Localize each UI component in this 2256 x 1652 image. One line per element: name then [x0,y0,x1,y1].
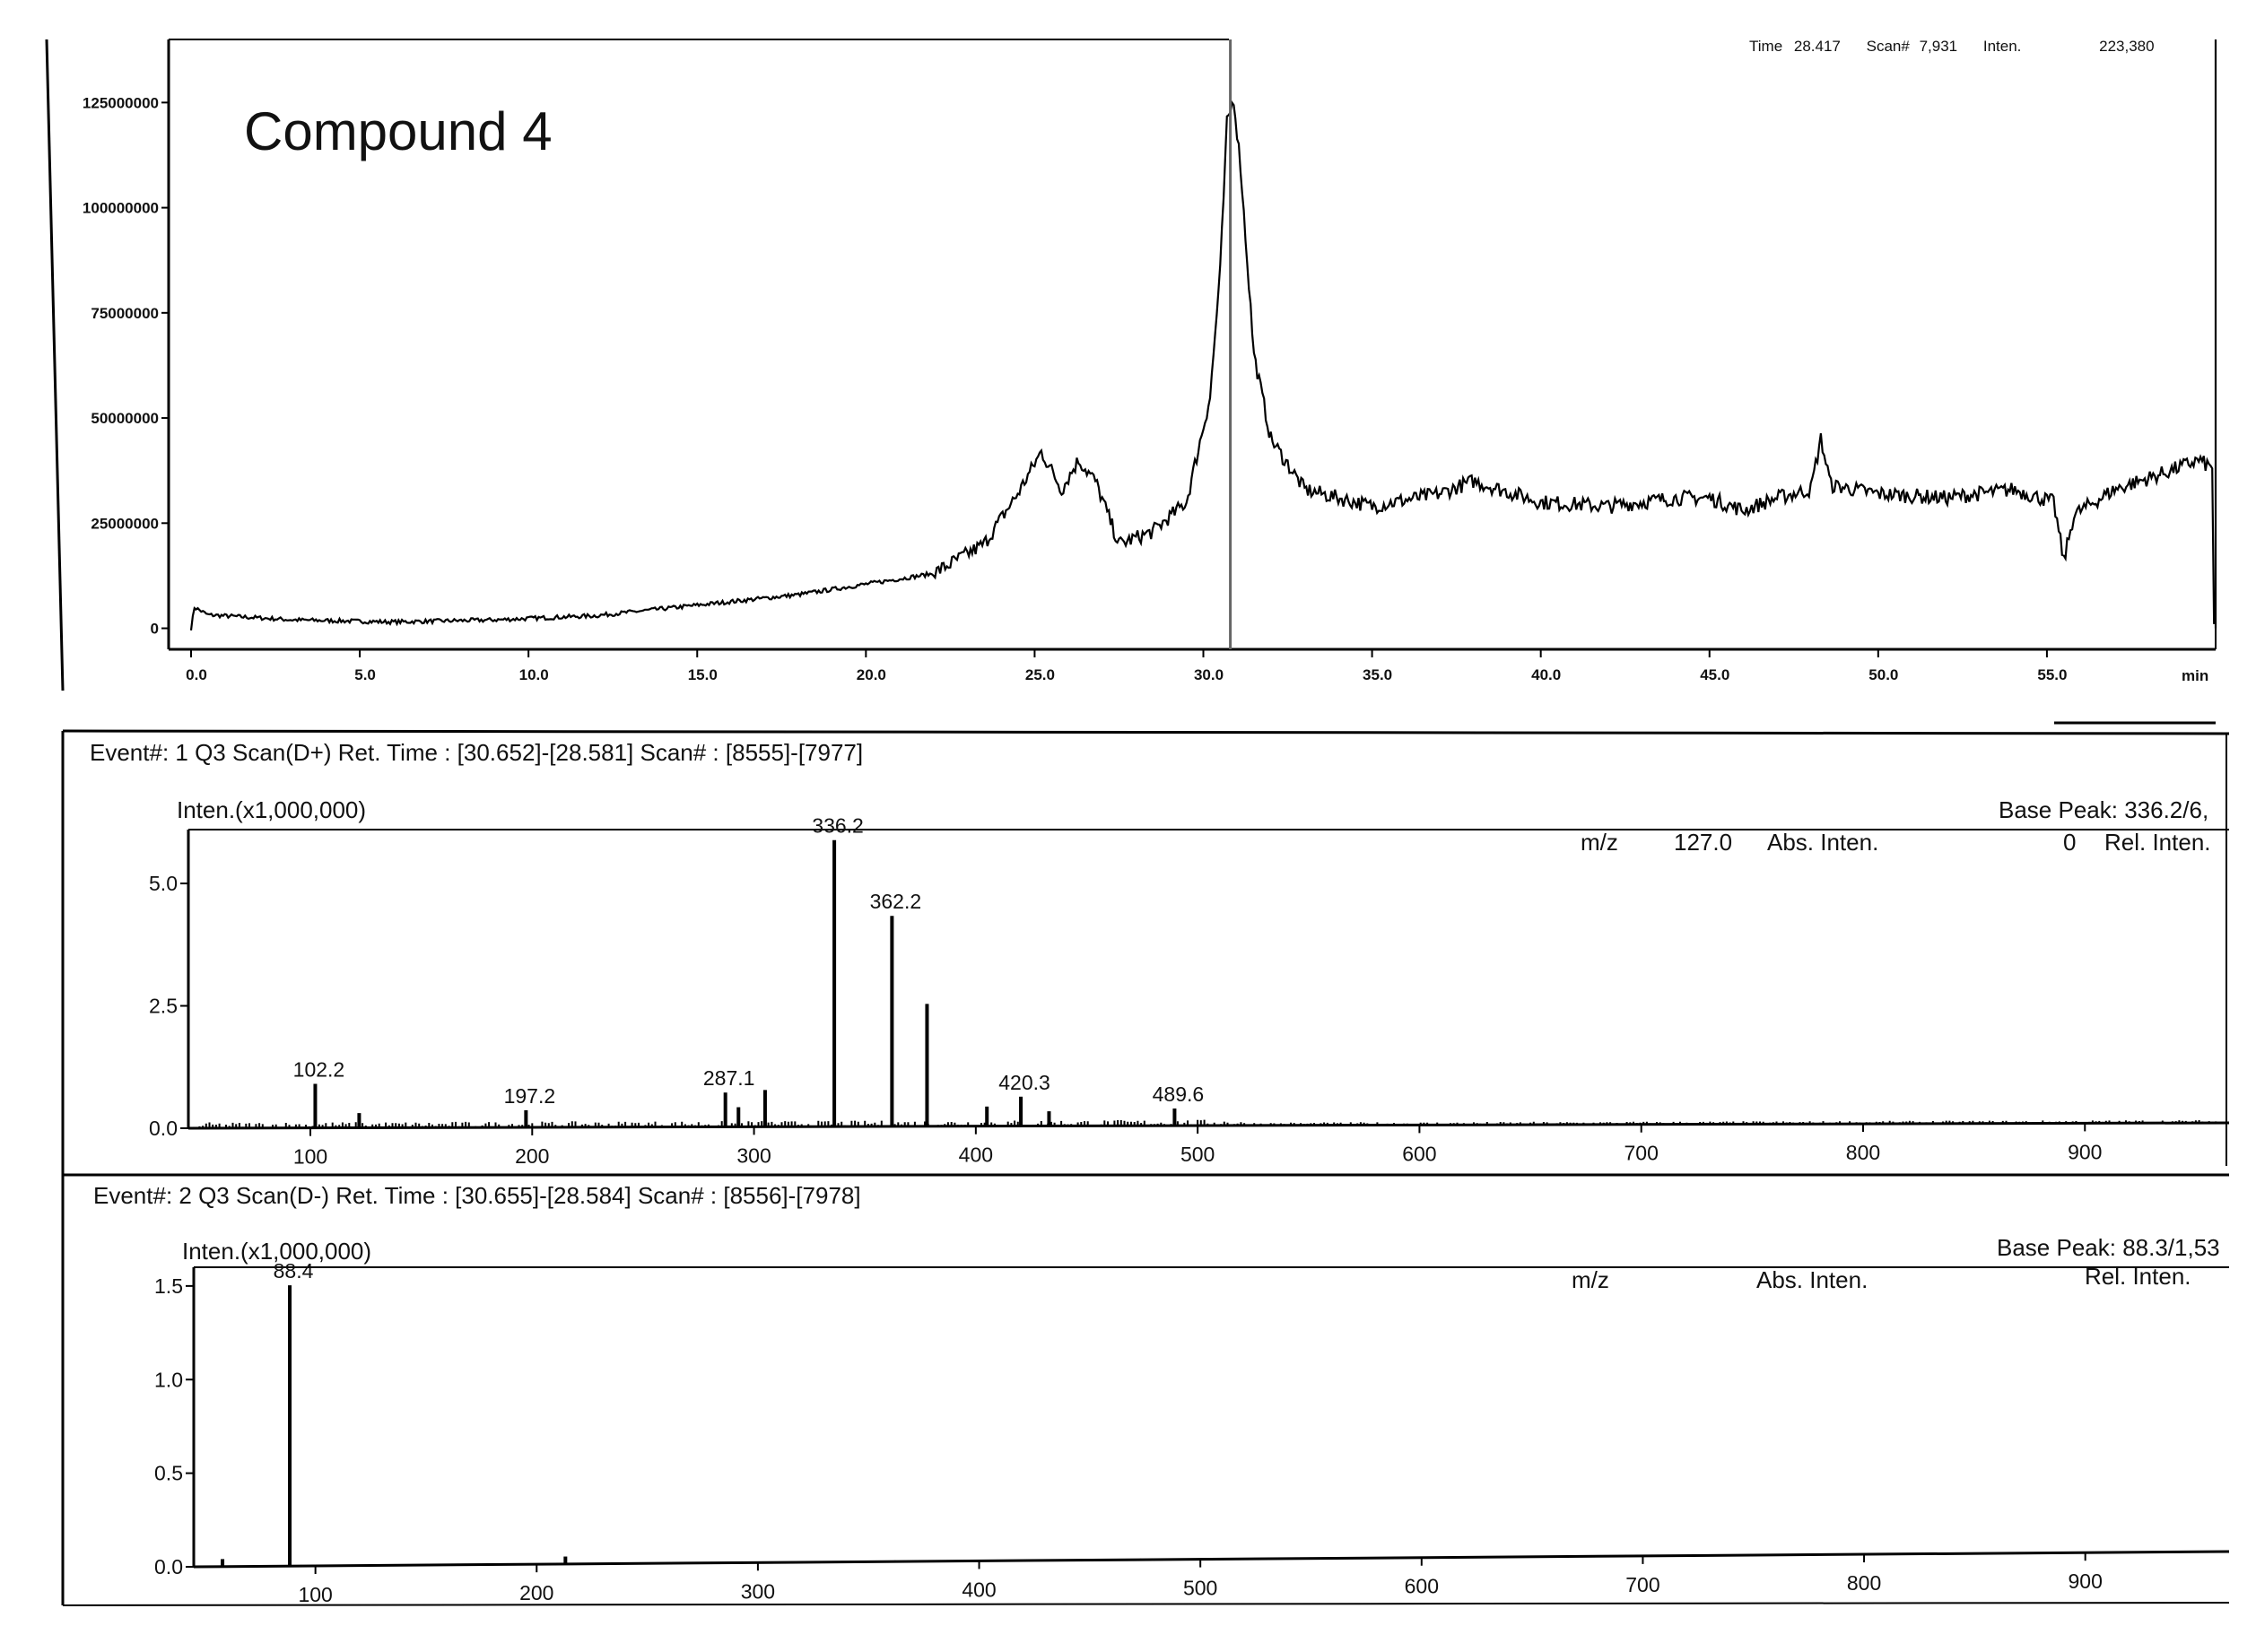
ms1-peak-label: 336.2 [812,814,864,838]
ms2-info-mz: m/z [1572,1266,1609,1293]
ms2-x-tick-label: 800 [1847,1571,1881,1595]
chrom-x-tick-label: 35.0 [1363,666,1392,683]
ms1-peak-label: 420.3 [998,1071,1050,1094]
ms1-y-tick-label: 0.0 [149,1117,178,1140]
time-label: Time [1749,38,1783,55]
ms1-x-tick-label: 200 [515,1144,549,1168]
chrom-x-tick-label: 0.0 [186,666,207,683]
chrom-y-tick-label: 0 [151,621,159,638]
ms1-ticks: 100 200 300 400 500 600 700 800 900 5.0 2.5 0.0 [149,872,2102,1169]
ms2-plot-frame [192,1266,2230,1569]
chrom-x-tick-label: 10.0 [519,666,549,683]
ms1-y-tick-label: 5.0 [149,872,178,895]
ms1-header: Event#: 1 Q3 Scan(D+) Ret. Time : [30.65… [90,739,864,766]
ms2-y-tick-label: 1.5 [154,1274,183,1298]
ms1-x-tick-label: 700 [1624,1142,1659,1165]
ms2-x-tick-label: 200 [519,1581,553,1604]
scan-label: Scan# [1866,38,1910,55]
chrom-x-tick-label: 30.0 [1194,666,1224,683]
ms1-peaks: 102.2 197.2 287.1 336.2 362.2 420.3 489.6 [293,814,1205,1128]
ms1-x-tick-label: 900 [2068,1140,2102,1163]
chrom-x-tick-label: 20.0 [857,666,886,683]
ms1-x-tick-label: 600 [1402,1142,1436,1165]
chrom-y-tick-label: 50000000 [91,410,159,427]
ms2-x-tick-label: 300 [741,1579,775,1603]
chrom-x-tick-label: 25.0 [1025,666,1055,683]
scan-value: 7,931 [1919,38,1958,55]
chrom-x-tick-label: 50.0 [1868,666,1898,683]
ms-panels-frame [61,721,2230,1606]
ms2-x-tick-label: 700 [1625,1573,1659,1596]
ms1-y-tick-label: 2.5 [149,995,178,1018]
ms2-x-tick-label: 600 [1405,1575,1439,1598]
chrom-y-tick-label: 125000000 [83,94,159,111]
ms2-peaks: 88.4 [221,1259,568,1567]
ms1-info-rel: Rel. Inten. [2104,829,2211,856]
ms2-x-tick-label: 100 [298,1583,332,1606]
ms1-peak-label: 102.2 [293,1057,345,1081]
ms1-info-mz-value: 127.0 [1674,829,1733,856]
ms-outer-top [62,729,2230,735]
ms1-info-abs-value: 0 [2063,829,2077,856]
chrom-left-border [45,39,65,691]
ms2-y-tick-label: 0.5 [154,1462,183,1485]
chrom-info: Time 28.417 Scan# 7,931 Inten. 223,380 [1749,38,2155,56]
ms1-peak-label: 197.2 [504,1084,556,1108]
ms2-y-tick-label: 1.0 [154,1368,183,1391]
chrom-x-tick-label: 55.0 [2037,666,2067,683]
ms1-x-tick-label: 400 [959,1143,993,1167]
ms1-plot-frame [187,829,2230,1130]
ms2-peak-label: 88.4 [274,1259,314,1282]
chrom-x-tick-label: 40.0 [1531,666,1561,683]
inten-label: Inten. [1982,38,2022,55]
ms2-y-label: Inten.(x1,000,000) [182,1238,372,1265]
chromatogram-trace [189,39,2217,631]
ms1-x-tick-label: 100 [293,1145,327,1169]
ms1-peak-label: 362.2 [870,890,922,913]
ms1-info-mz: m/z [1581,829,1618,856]
chrom-y-tick-label: 25000000 [91,515,159,532]
ms1-info-abs: Abs. Inten. [1767,829,1879,856]
chrom-x-tick-label: 45.0 [1700,666,1729,683]
ms2-x-axis [193,1550,2230,1569]
inten-value: 223,380 [2099,38,2155,55]
ms1-y-label: Inten.(x1,000,000) [177,796,367,823]
ms1-peak-label: 489.6 [1153,1082,1205,1106]
ms2-y-tick-label: 0.0 [154,1555,183,1578]
time-value: 28.417 [1793,38,1841,55]
ms1-base-peak: Base Peak: 336.2/6, [1999,796,2209,823]
chrom-y-tick-label: 75000000 [91,305,159,322]
ms2-info-abs: Abs. Inten. [1756,1266,1868,1293]
ms2-info-rel: Rel. Inten. [2085,1263,2191,1290]
ms2-x-tick-label: 900 [2069,1569,2103,1593]
chromatogram-ticks: 0.0 5.0 10.0 15.0 20.0 25.0 30.0 35.0 40.0 45.0 50… [83,94,2068,683]
ms1-x-tick-label: 500 [1180,1143,1215,1166]
ms1-x-tick-label: 300 [736,1143,771,1167]
ms2-x-tick-label: 500 [1183,1577,1217,1600]
ms2-baseline-noise [204,1551,2217,1567]
ms1-peak-label: 287.1 [703,1066,755,1090]
ms1-baseline-noise [198,1119,2217,1128]
chart-title: Compound 4 [244,101,553,161]
chrom-x-unit: min [2182,667,2209,684]
ms2-ticks: 100 200 300 400 500 600 700 800 900 1.5 1.0 0.5 0.0 [154,1274,2103,1606]
ms-outer-bottom [62,1602,2230,1606]
ms1-x-tick-label: 800 [1846,1141,1880,1164]
chrom-y-tick-label: 100000000 [83,200,159,217]
ms2-header: Event#: 2 Q3 Scan(D-) Ret. Time : [30.65… [93,1182,861,1209]
ms2-base-peak: Base Peak: 88.3/1,53 [1997,1234,2220,1261]
ms2-x-tick-label: 400 [962,1578,996,1601]
chrom-x-tick-label: 15.0 [688,666,718,683]
chrom-x-tick-label: 5.0 [354,666,376,683]
